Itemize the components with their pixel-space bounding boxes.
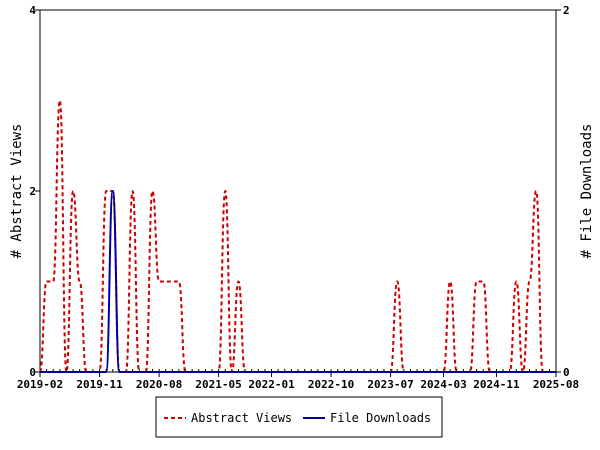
legend: Abstract Views File Downloads xyxy=(155,396,443,438)
x-tick-label: 2019-02 xyxy=(17,378,63,391)
x-tick-label: 2023-07 xyxy=(367,378,413,391)
x-tick-label: 2024-03 xyxy=(420,378,466,391)
y-right-tick-label: 2 xyxy=(563,4,570,17)
y-axis-left-label: # Abstract Views xyxy=(9,124,25,259)
y-axis-right-label: # File Downloads xyxy=(579,124,595,259)
x-axis-tick-labels: 2019-02 2019-11 2020-08 2021-05 2022-01 2022-… xyxy=(17,372,579,391)
x-tick-label: 2019-11 xyxy=(76,378,123,391)
y-left-tick-label: 0 xyxy=(29,366,36,379)
y-left-tick-label: 4 xyxy=(29,4,36,17)
legend-box xyxy=(155,396,443,438)
x-tick-label: 2021-05 xyxy=(195,378,241,391)
legend-label-abstract-views: Abstract Views xyxy=(191,411,292,425)
y-axis-left: 0 2 4 xyxy=(29,4,40,379)
x-tick-label: 2022-01 xyxy=(248,378,295,391)
series-layer xyxy=(39,99,557,373)
y-right-tick-label: 0 xyxy=(563,366,570,379)
x-tick-label: 2024-11 xyxy=(473,378,520,391)
x-tick-label: 2025-08 xyxy=(533,378,579,391)
x-tick-label: 2022-10 xyxy=(308,378,354,391)
x-tick-label: 2020-08 xyxy=(136,378,182,391)
plot-area xyxy=(39,9,557,373)
legend-label-file-downloads: File Downloads xyxy=(330,411,431,425)
y-left-tick-label: 2 xyxy=(29,185,36,198)
y-axis-right: 02 xyxy=(556,4,570,379)
